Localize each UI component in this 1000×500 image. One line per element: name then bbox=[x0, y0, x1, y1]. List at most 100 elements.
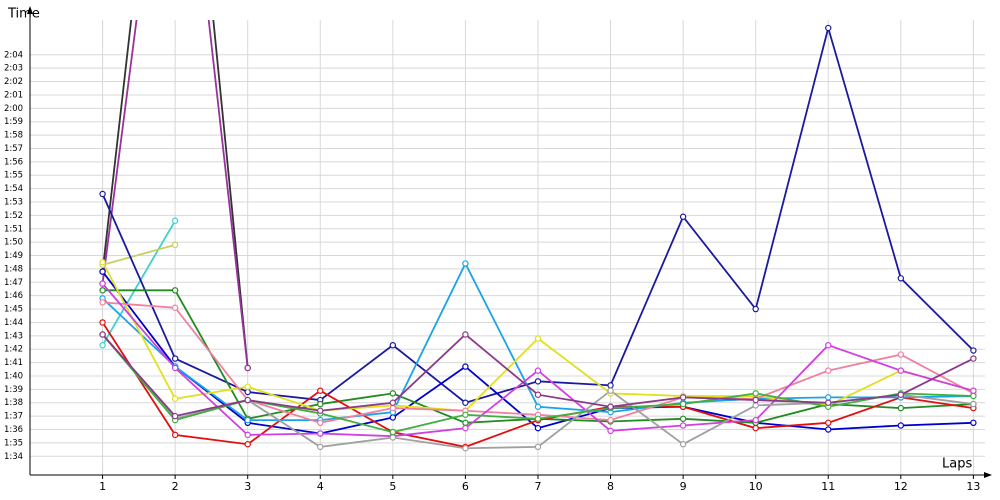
point bbox=[462, 411, 469, 418]
point bbox=[244, 396, 251, 404]
y-tick-label: 1:59 bbox=[4, 117, 23, 127]
point bbox=[534, 335, 542, 342]
point bbox=[825, 426, 832, 433]
point bbox=[607, 427, 614, 435]
point bbox=[970, 392, 977, 400]
point bbox=[244, 431, 251, 439]
point bbox=[970, 347, 977, 354]
y-tick-label: 2:02 bbox=[4, 77, 23, 87]
point bbox=[99, 331, 106, 338]
point bbox=[171, 412, 179, 420]
point bbox=[462, 424, 469, 432]
point bbox=[825, 394, 832, 401]
point bbox=[897, 404, 905, 412]
point bbox=[897, 351, 905, 358]
y-tick-label: 1:41 bbox=[4, 358, 23, 368]
x-tick-label: 8 bbox=[607, 480, 614, 493]
point bbox=[825, 399, 832, 406]
y-tick-label: 1:53 bbox=[4, 198, 23, 208]
point bbox=[534, 443, 542, 451]
y-tick-label: 2:04 bbox=[4, 50, 23, 60]
point bbox=[679, 441, 687, 448]
y-tick-label: 1:55 bbox=[4, 171, 23, 181]
y-tick-label: 2:00 bbox=[4, 104, 23, 114]
x-tick-label: 4 bbox=[317, 480, 324, 493]
point bbox=[317, 419, 324, 427]
point bbox=[752, 305, 759, 313]
point bbox=[607, 382, 614, 389]
x-tick-label: 11 bbox=[821, 480, 835, 493]
series-line bbox=[101, 20, 249, 369]
point bbox=[534, 424, 542, 432]
y-tick-label: 1:34 bbox=[4, 452, 23, 462]
y-tick-label: 1:35 bbox=[4, 438, 23, 448]
point bbox=[679, 400, 687, 408]
point bbox=[99, 259, 106, 266]
point bbox=[99, 280, 106, 287]
plot-area bbox=[99, 20, 977, 452]
point bbox=[171, 364, 179, 372]
point bbox=[607, 387, 614, 394]
point bbox=[171, 287, 179, 294]
y-tick-label: 1:58 bbox=[4, 131, 23, 141]
point bbox=[317, 430, 324, 437]
y-tick-label: 1:45 bbox=[4, 305, 23, 315]
point bbox=[897, 367, 905, 374]
point bbox=[99, 190, 106, 198]
y-tick-label: 1:46 bbox=[4, 291, 23, 301]
y-axis-label: Time bbox=[7, 7, 40, 22]
point bbox=[752, 402, 759, 409]
point bbox=[679, 422, 687, 429]
x-tick-label: 6 bbox=[462, 480, 469, 493]
y-tick-label: 1:56 bbox=[4, 157, 23, 167]
point bbox=[825, 341, 832, 349]
point bbox=[171, 355, 179, 362]
point bbox=[99, 268, 106, 275]
x-tick-label: 1 bbox=[99, 480, 106, 493]
point bbox=[534, 367, 542, 374]
point bbox=[244, 416, 251, 424]
point bbox=[244, 441, 251, 448]
y-tick-label: 2:03 bbox=[4, 64, 23, 74]
y-tick-label: 1:50 bbox=[4, 238, 23, 248]
point bbox=[607, 416, 614, 424]
x-tick-label: 3 bbox=[244, 480, 251, 493]
point bbox=[534, 403, 542, 410]
point bbox=[897, 391, 905, 398]
y-tick-label: 1:37 bbox=[4, 412, 23, 422]
point bbox=[99, 319, 106, 326]
point bbox=[171, 217, 179, 224]
series-line bbox=[101, 220, 176, 346]
y-tick-label: 1:38 bbox=[4, 398, 23, 408]
point bbox=[534, 415, 542, 422]
series-line bbox=[101, 20, 249, 369]
point bbox=[317, 387, 324, 394]
point bbox=[679, 213, 687, 220]
point bbox=[679, 415, 687, 422]
point bbox=[825, 24, 832, 32]
x-axis-label: Laps bbox=[942, 457, 972, 472]
x-tick-label: 12 bbox=[894, 480, 908, 493]
point bbox=[825, 367, 832, 374]
point bbox=[534, 378, 542, 385]
point bbox=[389, 341, 397, 349]
x-tick-label: 2 bbox=[172, 480, 179, 493]
point bbox=[970, 387, 977, 394]
point bbox=[970, 355, 977, 362]
point bbox=[462, 445, 469, 452]
y-tick-label: 1:54 bbox=[4, 184, 23, 194]
point bbox=[171, 304, 179, 311]
point bbox=[970, 419, 977, 427]
y-tick-label: 1:48 bbox=[4, 264, 23, 274]
point bbox=[389, 399, 397, 406]
point bbox=[825, 419, 832, 427]
point bbox=[389, 404, 397, 412]
point bbox=[389, 428, 397, 436]
y-tick-label: 1:39 bbox=[4, 385, 23, 395]
point bbox=[752, 390, 759, 397]
point bbox=[171, 241, 179, 249]
x-tick-label: 13 bbox=[966, 480, 980, 493]
point bbox=[389, 390, 397, 397]
point bbox=[679, 394, 687, 401]
